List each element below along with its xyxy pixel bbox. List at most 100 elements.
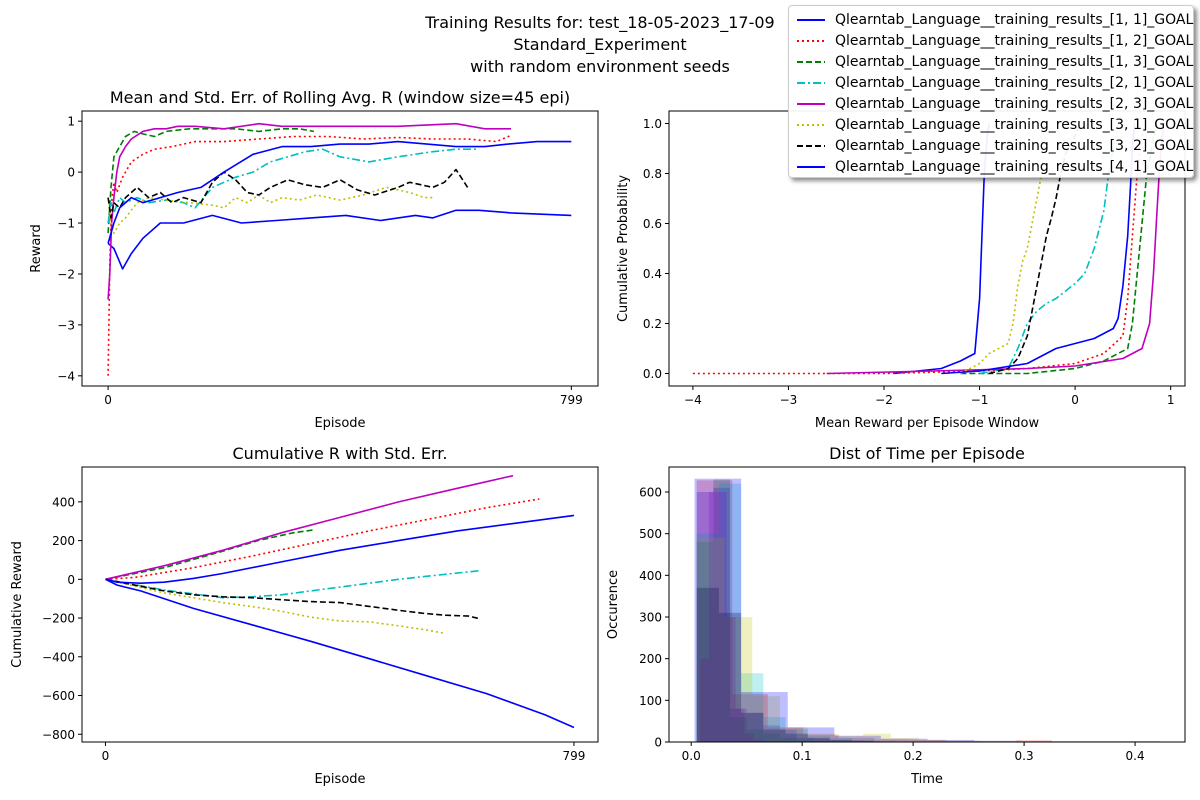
legend-label: Qlearntab_Language__training_results_[2,… xyxy=(835,74,1194,91)
histogram-bar xyxy=(852,739,875,742)
y-tick-label: 1.0 xyxy=(643,117,662,131)
axes-frame xyxy=(81,110,599,387)
y-tick-label: −400 xyxy=(42,650,75,664)
x-tick-label: 799 xyxy=(560,393,583,407)
histogram-bar xyxy=(796,739,814,742)
histogram-bar xyxy=(834,735,881,742)
histogram-bar xyxy=(696,587,719,742)
x-axis-label: Time xyxy=(910,772,943,787)
histogram-bar xyxy=(763,729,786,742)
axes-frame xyxy=(81,466,599,743)
legend-swatch xyxy=(797,81,825,84)
histogram-bar xyxy=(946,740,975,742)
x-tick-label: 0.0 xyxy=(682,749,701,763)
axes-frame xyxy=(668,466,1186,743)
legend-item: Qlearntab_Language__training_results_[3,… xyxy=(795,114,1193,135)
y-tick-label: −600 xyxy=(42,689,75,703)
legend: Qlearntab_Language__training_results_[1,… xyxy=(788,5,1194,178)
x-tick-label: 0.1 xyxy=(793,749,812,763)
histogram-bar xyxy=(846,740,864,742)
histogram-bar xyxy=(880,738,928,742)
histogram-bar xyxy=(713,479,731,742)
histogram-bar xyxy=(763,717,786,742)
x-tick-label: 0.4 xyxy=(1126,749,1145,763)
chart-title: Dist of Time per Episode xyxy=(829,444,1025,463)
y-tick-label: 1 xyxy=(67,115,75,129)
series-line xyxy=(105,474,514,581)
y-tick-label: −3 xyxy=(57,318,75,332)
legend-label: Qlearntab_Language__training_results_[3,… xyxy=(835,116,1194,133)
y-tick-label: 0.0 xyxy=(643,367,662,381)
histogram-bar xyxy=(852,740,875,742)
histogram-bar xyxy=(717,492,727,742)
legend-swatch xyxy=(797,18,825,21)
histogram-bar xyxy=(696,492,714,742)
histogram-bar xyxy=(779,727,808,742)
histogram-bar xyxy=(807,733,836,742)
histogram-bar xyxy=(863,733,891,742)
legend-swatch xyxy=(797,39,825,42)
histogram-bar xyxy=(779,729,797,742)
plot-area xyxy=(694,478,1161,742)
legend-item: Qlearntab_Language__training_results_[3,… xyxy=(795,135,1193,156)
y-tick-label: 0 xyxy=(67,573,75,587)
histogram-bar xyxy=(741,712,764,742)
histogram-bar xyxy=(696,533,719,742)
histogram-bar xyxy=(746,729,764,742)
x-tick-label: −3 xyxy=(780,393,798,407)
histogram-bar xyxy=(909,739,946,742)
histogram-bar xyxy=(752,696,780,742)
series-line xyxy=(979,123,1119,375)
series-line xyxy=(107,140,572,244)
series-line xyxy=(107,128,315,234)
histogram-bar xyxy=(744,733,754,742)
legend-label: Qlearntab_Language__training_results_[1,… xyxy=(835,32,1194,49)
histogram-series xyxy=(696,480,1052,742)
histogram-bar xyxy=(767,727,804,742)
histogram-bar xyxy=(945,740,981,742)
x-tick-label: 0 xyxy=(1071,393,1079,407)
y-axis-label: Cumulative Probability xyxy=(616,175,631,322)
histogram-bar xyxy=(918,739,947,742)
legend-label: Qlearntab_Language__training_results_[3,… xyxy=(835,137,1194,154)
histogram-bar xyxy=(838,737,875,742)
y-tick-label: 0 xyxy=(67,166,75,180)
chart-panel-1: 0 799 −4 −3 −2 −1 0 1 Episode Reward Mean and Std.… xyxy=(29,88,599,431)
histogram-bar xyxy=(718,612,742,742)
chart-title: Cumulative R with Std. Err. xyxy=(233,444,448,463)
x-tick-label: 0 xyxy=(102,749,110,763)
histogram-bar xyxy=(807,737,830,742)
legend-label: Qlearntab_Language__training_results_[1,… xyxy=(835,11,1194,28)
histogram-bar xyxy=(785,729,808,742)
x-tick-label: −2 xyxy=(875,393,893,407)
y-tick-label: 0.6 xyxy=(643,217,662,231)
histogram-bar xyxy=(829,739,847,742)
legend-swatch xyxy=(797,60,825,63)
legend-item: Qlearntab_Language__training_results_[1,… xyxy=(795,30,1193,51)
y-axis-label: Reward xyxy=(29,224,44,272)
histogram-bar xyxy=(735,708,745,742)
y-tick-label: 300 xyxy=(639,611,662,625)
series-line xyxy=(105,514,575,584)
x-axis-label: Episode xyxy=(314,416,365,431)
y-axis-label: Occurence xyxy=(606,570,621,639)
histogram-bar xyxy=(927,739,975,742)
legend-item: Qlearntab_Language__training_results_[2,… xyxy=(795,72,1193,93)
y-tick-label: 0.8 xyxy=(643,167,662,181)
series-line xyxy=(107,168,469,219)
legend-swatch xyxy=(797,144,825,147)
histogram-bar xyxy=(696,480,733,742)
histogram-bar xyxy=(787,727,835,742)
series-line xyxy=(105,578,575,729)
series-line xyxy=(107,148,480,224)
legend-label: Qlearntab_Language__training_results_[1,… xyxy=(835,53,1194,70)
y-tick-label: 400 xyxy=(639,569,662,583)
x-axis-label: Mean Reward per Episode Window xyxy=(815,416,1040,431)
histogram-series xyxy=(700,492,763,742)
x-tick-label: 0.2 xyxy=(904,749,923,763)
series-line xyxy=(988,123,1081,375)
histogram-series xyxy=(696,587,875,742)
legend-swatch xyxy=(797,165,825,168)
histogram-bar xyxy=(813,740,830,742)
histogram-bar xyxy=(974,740,1021,742)
